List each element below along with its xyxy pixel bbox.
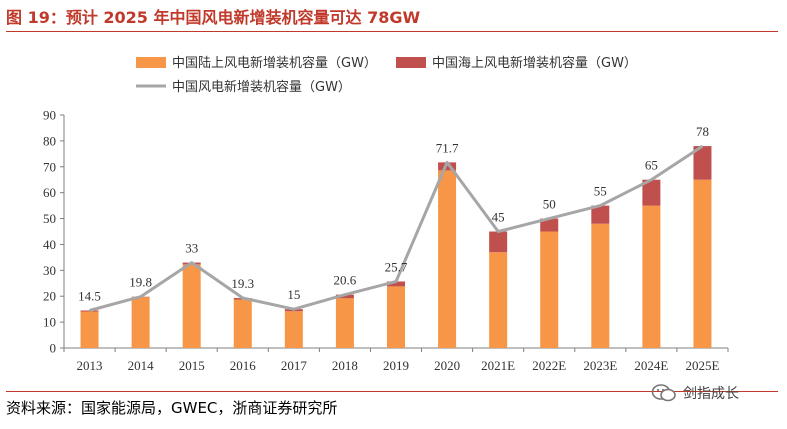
offshore-bar — [642, 179, 661, 206]
x-tick-label: 2017 — [281, 358, 308, 373]
x-tick-label: 2019 — [383, 358, 409, 373]
onshore-bar — [387, 286, 405, 348]
watermark-text: 剑指成长 — [683, 386, 739, 402]
bar-series — [80, 146, 712, 348]
onshore-bar — [540, 231, 559, 348]
x-tick-label: 2023E — [583, 358, 617, 373]
onshore-bar — [489, 252, 508, 348]
onshore-bar — [284, 311, 303, 348]
x-tick-label: 2025E — [685, 358, 719, 373]
onshore-bar — [591, 223, 610, 348]
onshore-bar — [642, 205, 661, 348]
total-capacity-line — [89, 144, 704, 312]
y-tick-label: 40 — [43, 237, 56, 252]
data-label: 15 — [287, 287, 300, 302]
onshore-bar — [80, 311, 99, 348]
x-tick-label: 2020 — [434, 358, 460, 373]
data-label: 20.6 — [334, 273, 357, 288]
data-label: 65 — [645, 158, 658, 173]
x-tick-label: 2015 — [179, 358, 205, 373]
offshore-bar — [387, 281, 405, 287]
figure-title: 图 19：预计 2025 年中国风电新增装机容量可达 78GW — [6, 8, 421, 27]
data-label: 33 — [185, 241, 198, 256]
offshore-bar — [591, 205, 610, 224]
x-tick-label: 2022E — [532, 358, 566, 373]
data-label: 19.8 — [129, 275, 152, 290]
y-tick-label: 50 — [43, 211, 56, 226]
x-axis: 2013 2014 2015 2016 2017 2018 2019 2020 2021E 202… — [63, 347, 729, 373]
offshore-bar — [489, 231, 508, 253]
data-label: 45 — [492, 210, 505, 225]
legend-swatch-onshore — [136, 57, 166, 68]
capacity-chart: 中国陆上风电新增装机容量（GW） 中国海上风电新增装机容量（GW） 中国风电新增装机… — [43, 55, 729, 373]
onshore-bar — [335, 298, 354, 348]
chart-legend: 中国陆上风电新增装机容量（GW） 中国海上风电新增装机容量（GW） 中国风电新增装机… — [136, 55, 637, 95]
onshore-bar — [182, 264, 201, 348]
source-note: 资料来源：国家能源局，GWEC，浙商证券研究所 — [6, 399, 338, 417]
y-tick-label: 60 — [43, 185, 56, 200]
onshore-bar — [438, 170, 457, 348]
x-tick-label: 2021E — [481, 358, 515, 373]
y-axis: 0 10 20 30 40 50 60 70 80 90 — [43, 108, 65, 356]
wechat-icon — [651, 384, 676, 402]
onshore-bar — [693, 179, 712, 348]
legend-label-total: 中国风电新增装机容量（GW） — [172, 79, 351, 95]
x-tick-label: 2018 — [332, 358, 358, 373]
total-line-series — [89, 144, 704, 312]
data-label: 71.7 — [436, 140, 459, 155]
data-label: 78 — [696, 124, 709, 139]
y-tick-label: 30 — [43, 263, 56, 278]
watermark: 剑指成长 — [651, 383, 739, 403]
x-tick-label: 2024E — [634, 358, 668, 373]
offshore-bar — [438, 162, 457, 171]
x-tick-label: 2014 — [128, 358, 155, 373]
x-tick-label: 2013 — [77, 358, 103, 373]
data-label: 19.3 — [231, 276, 254, 291]
offshore-bar — [540, 218, 559, 232]
y-tick-label: 80 — [43, 133, 56, 148]
offshore-bar — [335, 294, 354, 299]
data-label: 14.5 — [78, 288, 101, 303]
offshore-bar — [693, 146, 712, 180]
x-tick-label: 2016 — [230, 358, 257, 373]
data-label: 25.7 — [385, 259, 408, 274]
offshore-bar — [80, 310, 99, 312]
y-tick-label: 20 — [43, 289, 56, 304]
y-tick-label: 90 — [43, 108, 56, 123]
legend-swatch-offshore — [396, 57, 426, 68]
title-rule — [6, 31, 778, 32]
data-label: 55 — [594, 184, 607, 199]
onshore-bar — [233, 299, 252, 348]
legend-label-offshore: 中国海上风电新增装机容量（GW） — [432, 55, 637, 71]
footer-rule — [6, 391, 778, 392]
onshore-bar — [131, 297, 150, 348]
y-tick-label: 0 — [50, 341, 57, 356]
y-tick-label: 70 — [43, 159, 56, 174]
y-tick-label: 10 — [43, 315, 56, 330]
data-label: 50 — [543, 197, 556, 212]
data-labels: 14.5 19.8 33 19.3 15 20.6 25.7 71.7 45 50 55 65 78 — [78, 124, 709, 303]
legend-label-onshore: 中国陆上风电新增装机容量（GW） — [172, 55, 377, 71]
